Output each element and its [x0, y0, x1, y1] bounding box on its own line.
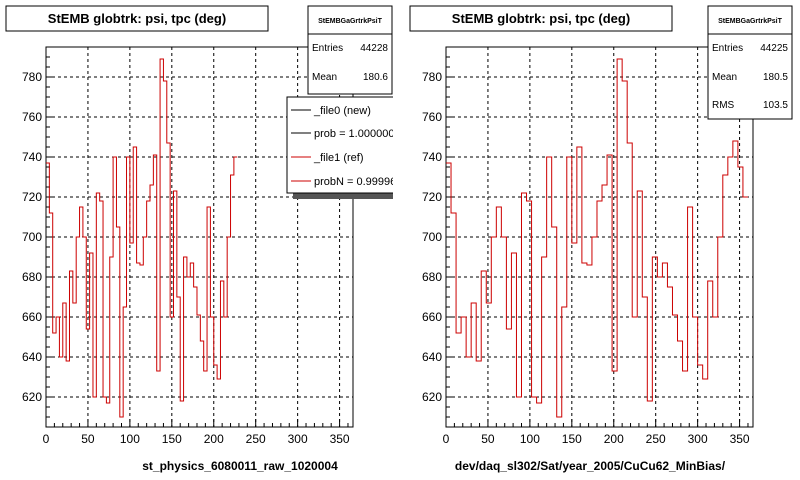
- y-tick-label: 740: [22, 150, 42, 164]
- x-tick-label: 0: [43, 432, 50, 446]
- y-tick-label: 680: [422, 270, 442, 284]
- right-title: StEMB globtrk: psi, tpc (deg): [452, 11, 630, 26]
- right-y-tick-labels: 620 640 660 680 700 720 740 760 780: [422, 70, 442, 404]
- x-tick-label: 0: [443, 432, 450, 446]
- left-x-tick-labels: 0 50 100 150 200 250 300 350: [43, 432, 350, 446]
- x-tick-label: 350: [330, 432, 350, 446]
- right-stats-mean-value: 180.5: [763, 72, 788, 83]
- y-tick-label: 700: [22, 230, 42, 244]
- right-stats-mean-label: Mean: [712, 72, 737, 83]
- left-stats-box: StEMBGaGrtrkPsiT Entries 44228 Mean 180.…: [307, 5, 393, 95]
- x-tick-label: 150: [162, 432, 182, 446]
- right-histogram-series: [446, 58, 748, 418]
- left-title-box: [5, 5, 269, 32]
- right-stats-box: StEMBGaGrtrkPsiT Entries 44225 Mean 180.…: [707, 5, 793, 120]
- y-tick-label: 780: [422, 70, 442, 84]
- x-tick-label: 50: [481, 432, 495, 446]
- y-tick-label: 720: [422, 190, 442, 204]
- right-title-box: [409, 5, 673, 32]
- y-tick-label: 620: [422, 390, 442, 404]
- left-title: StEMB globtrk: psi, tpc (deg): [48, 11, 226, 26]
- right-stats-entries-value: 44225: [760, 43, 788, 54]
- left-stats-mean-value: 180.6: [363, 72, 388, 83]
- left-stats-header: StEMBGaGrtrkPsiT: [318, 18, 383, 25]
- x-tick-label: 50: [81, 432, 95, 446]
- y-tick-label: 620: [22, 390, 42, 404]
- y-tick-label: 700: [422, 230, 442, 244]
- y-tick-label: 780: [22, 70, 42, 84]
- legend-entry-3-label: probN = 0.999963: [314, 176, 402, 188]
- legend-entry-0-label: _file0 (new): [313, 105, 371, 117]
- x-tick-label: 100: [520, 432, 540, 446]
- x-tick-label: 250: [246, 432, 266, 446]
- x-tick-label: 350: [730, 432, 750, 446]
- x-tick-label: 300: [288, 432, 308, 446]
- left-panel: StEMB globtrk: psi, tpc (deg) 6206406606…: [5, 5, 402, 473]
- x-tick-label: 250: [646, 432, 666, 446]
- right-ticks: [445, 56, 749, 427]
- right-x-tick-labels: 0 50 100 150 200 250 300 350: [443, 432, 750, 446]
- right-panel: StEMB globtrk: psi, tpc (deg) 6206406606…: [409, 5, 793, 473]
- left-stats-mean-label: Mean: [312, 72, 337, 83]
- left-histogram-series: [46, 58, 238, 418]
- right-stats-header: StEMBGaGrtrkPsiT: [718, 18, 783, 25]
- right-plot-frame: [445, 46, 754, 428]
- x-tick-label: 300: [688, 432, 708, 446]
- x-tick-label: 200: [204, 432, 224, 446]
- x-tick-label: 200: [604, 432, 624, 446]
- right-stats-entries-label: Entries: [712, 43, 743, 54]
- y-tick-label: 760: [422, 110, 442, 124]
- left-stats-entries-value: 44228: [360, 43, 388, 54]
- right-stats-rms-value: 103.5: [763, 100, 788, 111]
- right-stats-rms-label: RMS: [712, 100, 735, 111]
- y-tick-label: 640: [22, 350, 42, 364]
- y-tick-label: 660: [22, 310, 42, 324]
- right-x-axis-title: dev/daq_sl302/Sat/year_2005/CuCu62_MinBi…: [455, 459, 726, 473]
- left-x-axis-title: st_physics_6080011_raw_1020004: [142, 459, 338, 473]
- y-tick-label: 680: [22, 270, 42, 284]
- y-tick-label: 720: [22, 190, 42, 204]
- x-tick-label: 100: [120, 432, 140, 446]
- x-tick-label: 150: [562, 432, 582, 446]
- left-stats-entries-label: Entries: [312, 43, 343, 54]
- y-tick-label: 760: [22, 110, 42, 124]
- y-tick-label: 740: [422, 150, 442, 164]
- legend-entry-1-label: prob = 1.000000: [314, 128, 394, 140]
- left-legend: _file0 (new) prob = 1.000000 _file1 (ref…: [286, 96, 402, 199]
- y-tick-label: 660: [422, 310, 442, 324]
- left-y-tick-labels: 620 640 660 680 700 720 740 760 780: [22, 70, 42, 404]
- legend-entry-2-label: _file1 (ref): [313, 152, 364, 164]
- y-tick-label: 640: [422, 350, 442, 364]
